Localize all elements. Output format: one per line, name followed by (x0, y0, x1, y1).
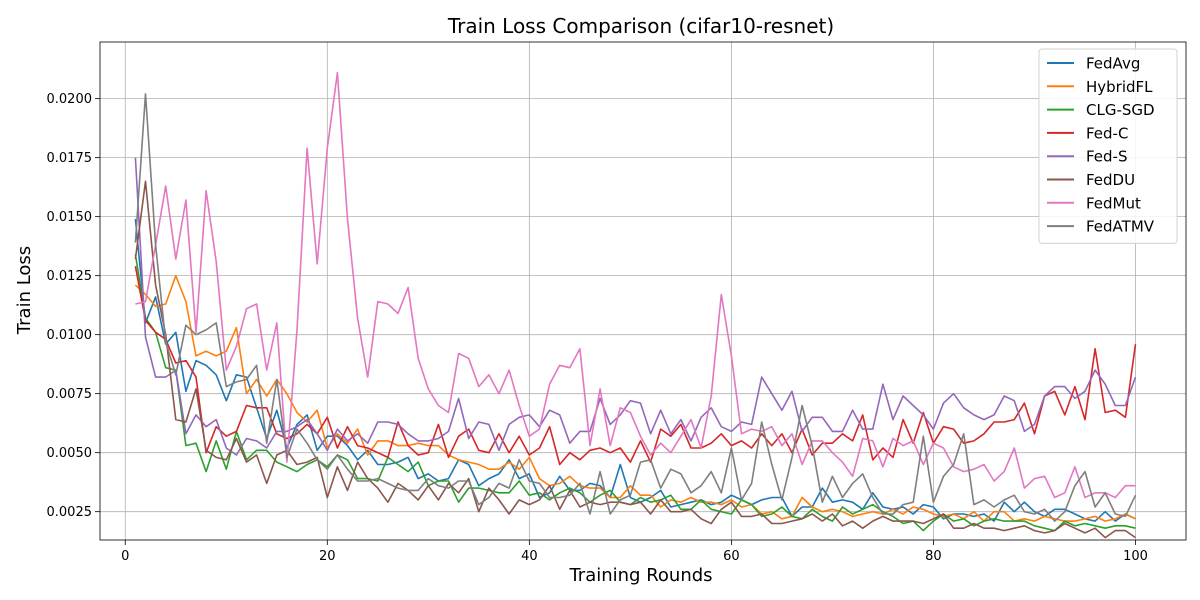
series-line-fedmut (135, 71, 1136, 499)
legend-label-fedmut: FedMut (1086, 194, 1141, 212)
y-tick-label: 0.0200 (47, 92, 93, 107)
legend: FedAvg HybridFL CLG-SGD Fed-C Fed-S FedDU FedM… (1038, 48, 1178, 244)
x-tick-label: 0 (121, 549, 129, 564)
legend-label-fed-s: Fed-S (1086, 148, 1128, 166)
legend-label-hybridfl: HybridFL (1086, 78, 1153, 96)
axis-ticks: 0 20 40 60 80 100 0.0025 0.0050 0.0075 0.0100 0.01… (47, 92, 1148, 564)
y-axis-label: Train Loss (14, 246, 35, 335)
grid-lines (100, 42, 1186, 540)
y-tick-label: 0.0150 (47, 210, 93, 225)
legend-label-fed-c: Fed-C (1086, 124, 1128, 142)
y-tick-label: 0.0100 (47, 328, 93, 343)
x-axis-label: Training Rounds (568, 565, 712, 586)
series-lines (134, 71, 1137, 539)
series-line-hybridfl (134, 274, 1136, 522)
series-line-feddu (134, 180, 1136, 539)
y-tick-label: 0.0125 (47, 269, 93, 284)
legend-label-fedavg: FedAvg (1086, 55, 1140, 73)
x-tick-label: 40 (521, 549, 538, 564)
legend-label-clg-sgd: CLG-SGD (1086, 101, 1155, 119)
series-line-fed-c (134, 266, 1137, 466)
x-tick-label: 20 (319, 549, 336, 564)
series-line-clg-sgd (134, 254, 1136, 532)
legend-box (1038, 48, 1178, 244)
y-tick-label: 0.0050 (47, 446, 93, 461)
x-tick-label: 60 (723, 549, 740, 564)
chart-title: Train Loss Comparison (cifar10-resnet) (447, 14, 834, 38)
x-tick-label: 100 (1123, 549, 1148, 564)
y-tick-label: 0.0075 (47, 387, 93, 402)
legend-label-feddu: FedDU (1086, 171, 1135, 189)
y-tick-label: 0.0025 (47, 505, 93, 520)
series-line-fedavg (134, 218, 1136, 522)
series-line-fed-s (134, 157, 1137, 456)
y-tick-label: 0.0175 (47, 151, 93, 166)
x-tick-label: 80 (925, 549, 942, 564)
legend-label-fedatmv: FedATMV (1086, 218, 1155, 236)
plot-frame (99, 41, 1187, 541)
series-line-fedatmv (134, 93, 1137, 522)
